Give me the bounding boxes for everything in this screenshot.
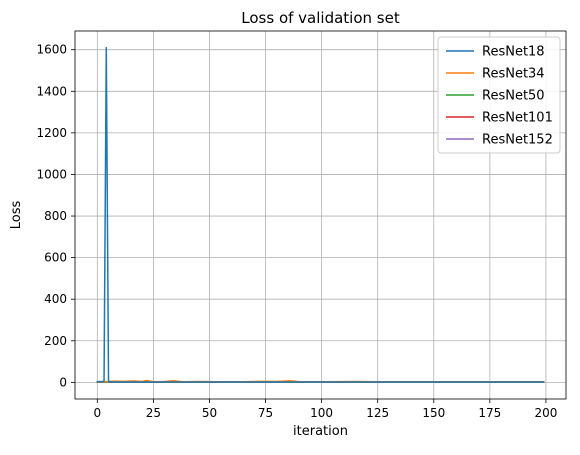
x-tick-label: 0 — [93, 406, 101, 420]
series-line-resnet18 — [96, 46, 545, 383]
y-tick-label: 0 — [59, 375, 67, 389]
x-tick-label: 100 — [310, 406, 333, 420]
legend: ResNet18 ResNet34 ResNet50 ResNet101 ResNet1… — [437, 36, 561, 154]
legend-label: ResNet18 — [482, 45, 545, 60]
x-axis-title: iteration — [293, 424, 348, 439]
y-tick-label: 400 — [44, 292, 67, 306]
y-tick-label: 1400 — [36, 84, 67, 98]
legend-label: ResNet152 — [482, 133, 553, 148]
x-tick-label: 50 — [202, 406, 217, 420]
plot-frame — [74, 30, 567, 400]
y-tick-label: 600 — [44, 251, 67, 265]
chart-title: Loss of validation set — [241, 9, 400, 27]
x-tick-label: 125 — [366, 406, 389, 420]
x-tick-label: 75 — [258, 406, 273, 420]
series-lines — [96, 46, 545, 383]
legend-label: ResNet50 — [482, 89, 545, 104]
x-tick-label: 150 — [422, 406, 445, 420]
x-tick-label: 200 — [534, 406, 557, 420]
legend-label: ResNet101 — [482, 111, 553, 126]
y-tick-label: 200 — [44, 334, 67, 348]
legend-label: ResNet34 — [482, 67, 545, 82]
legend-box — [437, 36, 561, 154]
y-tick-label: 1200 — [36, 126, 67, 140]
y-tick-label: 1000 — [36, 167, 67, 181]
y-axis-title: Loss — [9, 201, 24, 230]
y-tick-label: 1600 — [36, 43, 67, 57]
axis-ticks: 0 25 50 75 100 125 150 175 200 0 200 400 600 800 1000 1… — [36, 43, 557, 420]
x-tick-label: 25 — [146, 406, 161, 420]
y-tick-label: 800 — [44, 209, 67, 223]
x-tick-label: 175 — [478, 406, 501, 420]
